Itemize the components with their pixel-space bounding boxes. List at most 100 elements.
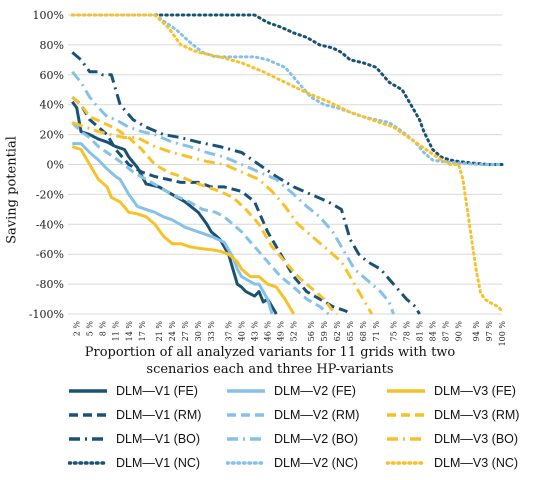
y-tick-label: 100% (33, 9, 64, 22)
legend-swatch (68, 461, 108, 465)
legend-item: DLM—V3 (FE) (386, 382, 516, 400)
legend-label: DLM—V1 (FE) (116, 384, 198, 398)
legend-label: DLM—V1 (RM) (116, 408, 202, 422)
x-tick-label: 94 % (472, 321, 481, 342)
line-chart: 100%80%60%40%20%0%-20%-40%-60%-80%-100% … (29, 9, 507, 347)
x-tick-label: 97 % (485, 321, 494, 342)
x-tick-label: 40 % (238, 321, 247, 342)
y-tick-label: 60% (40, 69, 64, 82)
x-tick-label: 46 % (264, 321, 273, 342)
x-tick-label: 49 % (277, 321, 286, 342)
legend-item: DLM—V2 (BO) (226, 430, 358, 448)
y-axis-ticks: 100% 80% 60% 40% 20% 0% -20% -40% -60% -80% -100% (29, 9, 64, 321)
legend-item: DLM—V2 (FE) (226, 382, 356, 400)
legend-item: DLM—V1 (BO) (68, 430, 200, 448)
x-tick-label: 5 % (86, 321, 95, 337)
series-line (71, 100, 278, 315)
series-line (71, 96, 351, 316)
legend-swatch (227, 437, 265, 441)
legend-item: DLM—V3 (BO) (386, 430, 518, 448)
y-tick-label: -40% (36, 218, 64, 231)
gridlines (68, 14, 502, 315)
series-line (71, 121, 330, 316)
x-tick-label: 17 % (138, 321, 147, 342)
legend-swatch (387, 437, 425, 441)
x-axis-title: Proportion of all analyzed variants for … (84, 345, 456, 377)
series-line (71, 70, 395, 315)
y-tick-label: -100% (29, 308, 64, 321)
y-tick-label: 20% (40, 129, 64, 142)
legend-label: DLM—V3 (BO) (434, 432, 519, 446)
legend-swatch (69, 413, 107, 417)
legend-label: DLM—V2 (FE) (274, 384, 356, 398)
legend: DLM—V1 (FE) DLM—V2 (FE) DLM—V3 (FE) DLM—V1 … (68, 382, 538, 478)
x-tick-label: 65 % (346, 321, 355, 342)
series-line (71, 145, 295, 315)
x-tick-label: 27 % (181, 321, 190, 342)
x-tick-label: 78 % (403, 321, 412, 342)
y-tick-label: -60% (36, 248, 64, 261)
x-tick-label: 59 % (320, 321, 329, 342)
x-tick-label: 90 % (455, 321, 464, 342)
x-tick-label: 21 % (155, 321, 164, 342)
x-tick-label: 52 % (290, 321, 299, 342)
x-tick-label: 43 % (251, 321, 260, 342)
x-tick-label: 81 % (416, 321, 425, 342)
series-line (72, 142, 274, 315)
x-tick-label: 100 % (498, 321, 507, 347)
y-axis-title-text: Saving potential (4, 136, 20, 244)
legend-swatch (387, 389, 425, 393)
legend-item: DLM—V2 (RM) (226, 406, 359, 424)
x-tick-label: 84 % (429, 321, 438, 342)
x-tick-label: 14 % (125, 321, 134, 342)
legend-label: DLM—V3 (FE) (434, 384, 516, 398)
x-tick-label: 56 % (307, 321, 316, 342)
legend-label: DLM—V2 (BO) (274, 432, 359, 446)
series-line (71, 121, 374, 315)
legend-item: DLM—V1 (NC) (68, 454, 200, 472)
x-tick-label: 2 % (73, 321, 82, 337)
x-tick-label: 37 % (225, 321, 234, 342)
legend-item: DLM—V3 (NC) (386, 454, 518, 472)
x-tick-label: 11 % (112, 321, 121, 342)
series-line (70, 13, 504, 166)
series-line (70, 13, 504, 166)
series-line (71, 96, 338, 316)
y-tick-label: 40% (40, 99, 64, 112)
legend-swatch (387, 413, 425, 417)
x-tick-label: 62 % (333, 321, 342, 342)
legend-swatch (226, 461, 266, 465)
legend-item: DLM—V1 (FE) (68, 382, 198, 400)
series-line (71, 51, 421, 315)
y-tick-label: -80% (36, 278, 64, 291)
y-tick-label: 80% (40, 39, 64, 52)
legend-item: DLM—V2 (NC) (226, 454, 358, 472)
x-tick-label: 68 % (359, 321, 368, 342)
x-tick-label: 24 % (168, 321, 177, 342)
x-axis-ticks: 2 % 5 % 8 % 11 % 14 % 17 % 21 % 24 % 27 % 30 % 33 … (73, 321, 507, 347)
x-tick-label: 33 % (207, 321, 216, 342)
legend-label: DLM—V1 (NC) (116, 456, 201, 470)
legend-label: DLM—V1 (BO) (116, 432, 201, 446)
y-tick-label: -20% (36, 188, 64, 201)
legend-swatch (386, 461, 426, 465)
legend-label: DLM—V2 (NC) (274, 456, 359, 470)
x-tick-label: 87 % (442, 321, 451, 342)
series-lines (70, 13, 504, 316)
x-tick-label: 8 % (99, 321, 108, 337)
x-tick-label: 71 % (372, 321, 381, 342)
x-tick-label: 30 % (194, 321, 203, 342)
legend-swatch (69, 389, 107, 393)
legend-label: DLM—V3 (RM) (434, 408, 520, 422)
y-axis-title: Saving potential (2, 90, 22, 290)
legend-label: DLM—V3 (NC) (434, 456, 519, 470)
legend-item: DLM—V3 (RM) (386, 406, 519, 424)
legend-swatch (69, 437, 107, 441)
y-tick-label: 0% (47, 159, 64, 172)
legend-swatch (227, 389, 265, 393)
legend-swatch (227, 413, 265, 417)
legend-label: DLM—V2 (RM) (274, 408, 360, 422)
series-line (70, 13, 504, 313)
legend-item: DLM—V1 (RM) (68, 406, 201, 424)
x-tick-label: 75 % (390, 321, 399, 342)
